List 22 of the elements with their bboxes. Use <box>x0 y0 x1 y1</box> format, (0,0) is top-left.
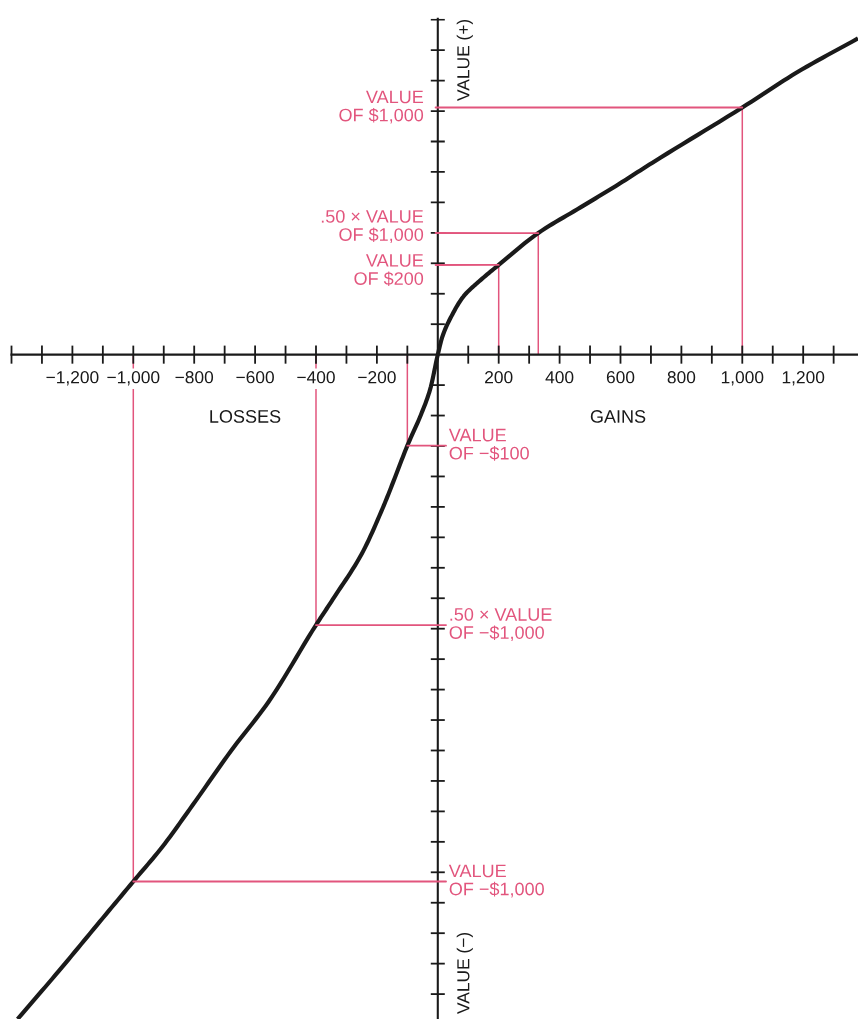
annotation: VALUE OF −$1,000 <box>448 864 544 898</box>
x-tick-label: −1,200 <box>46 371 99 386</box>
annotation: VALUE OF −$100 <box>448 428 529 461</box>
x-tick-label: 200 <box>485 371 513 384</box>
x-tick-label: −800 <box>175 371 214 384</box>
annotation: .50 × VALUE OF $1,000 <box>321 210 424 244</box>
annotation: VALUE (+) <box>456 19 473 101</box>
x-tick-label: −600 <box>236 371 274 384</box>
annotation: .50 × VALUE OF −$1,000 <box>449 608 552 642</box>
x-tick-label: 400 <box>545 371 574 384</box>
annotation: VALUE OF $200 <box>354 254 424 286</box>
annotation: GAINS <box>590 410 646 423</box>
x-tick-label: 800 <box>667 371 696 384</box>
x-tick-label: −1,000 <box>107 371 160 386</box>
x-tick-label: 1,200 <box>782 371 825 386</box>
annotation: VALUE OF $1,000 <box>339 90 424 124</box>
x-tick-label: 1,000 <box>721 371 764 386</box>
annotation: LOSSES <box>210 410 281 423</box>
x-tick-label: −200 <box>358 371 396 384</box>
x-tick-label: 600 <box>606 371 635 384</box>
annotation: VALUE (−) <box>456 932 473 1014</box>
x-tick-label: −400 <box>297 371 335 384</box>
